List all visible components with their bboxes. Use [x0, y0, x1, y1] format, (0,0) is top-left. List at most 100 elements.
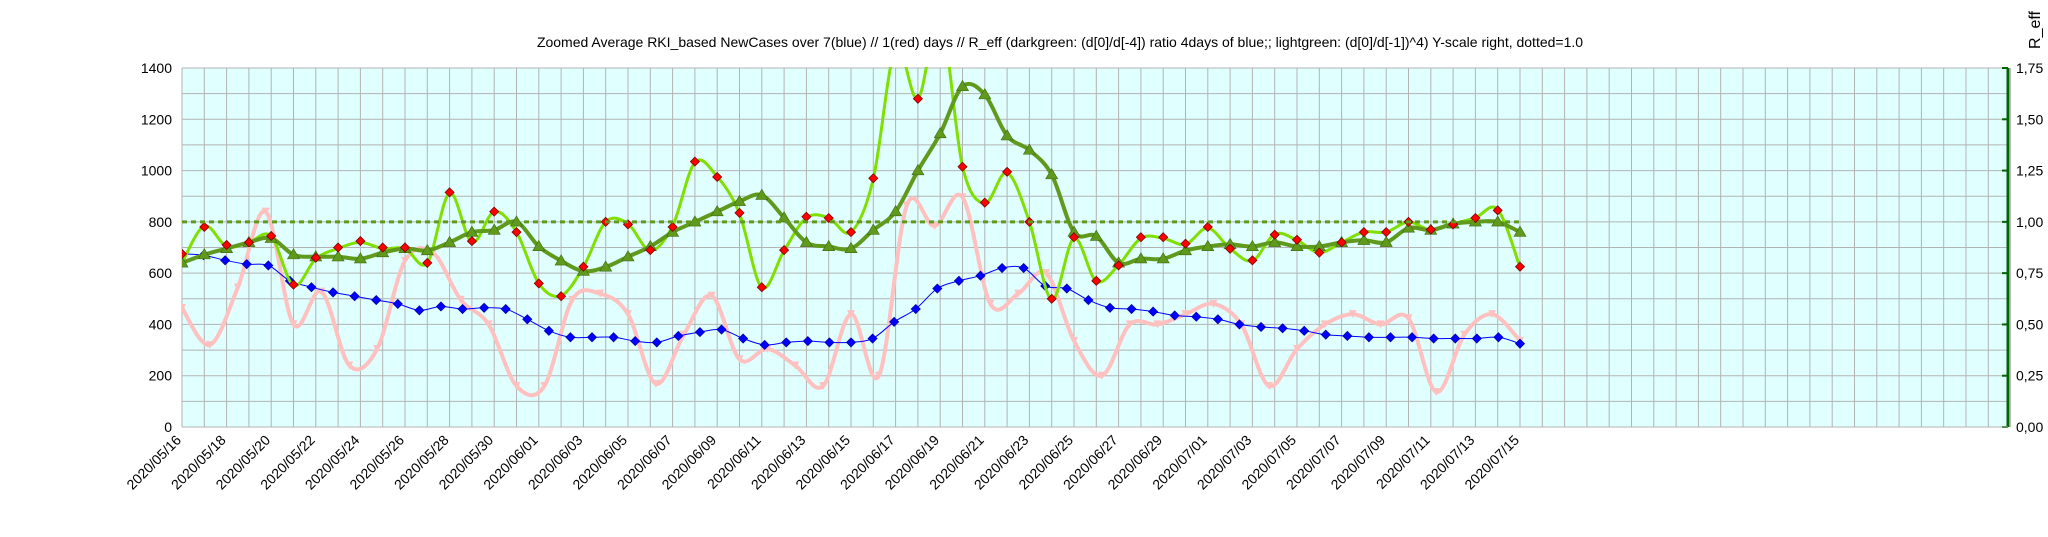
red-series-point	[489, 206, 500, 217]
pink-series-point	[624, 310, 632, 319]
darkgreen-series-point	[554, 254, 568, 266]
blue-series-point	[651, 337, 662, 348]
red-series-point	[533, 278, 544, 289]
blue-series-point	[1255, 321, 1267, 333]
pink-series-point	[1181, 310, 1190, 319]
blue-series-point	[1061, 283, 1072, 294]
pink-series-point	[1042, 269, 1051, 278]
blue-series-point	[1126, 303, 1137, 315]
blue-series-point	[953, 275, 964, 286]
blue-series-point	[889, 316, 900, 327]
red-series-point	[1202, 221, 1213, 233]
pink-series-point	[1070, 336, 1078, 345]
red-series-point	[779, 244, 790, 256]
blue-series-point	[457, 303, 468, 315]
red-series-point	[912, 93, 923, 104]
darkgreen-series-point	[621, 250, 635, 262]
pink-series-point	[540, 381, 549, 390]
blue-series-point	[1471, 333, 1482, 344]
darkgreen-series-point	[866, 223, 880, 235]
red-series-point	[1291, 234, 1303, 245]
red-series-point	[333, 242, 344, 253]
pink-series-point	[1265, 381, 1274, 390]
pink-series-point	[1014, 289, 1023, 298]
darkgreen-series-point	[755, 188, 769, 200]
darkgreen-series-point	[710, 205, 724, 217]
blue-series-point	[586, 332, 598, 343]
pink-series-point	[930, 221, 939, 230]
pink-series-point	[1460, 330, 1469, 339]
blue-series-point	[1277, 323, 1288, 334]
darkgreen-series-point	[1000, 129, 1014, 141]
blue-series-point	[996, 262, 1008, 274]
darkgreen-series-point	[1268, 235, 1282, 247]
red-series-point	[444, 187, 455, 198]
red-series-point	[1514, 261, 1526, 272]
plot-layer: 0 200 400 600 800 1000 1200 1400 0,00 0,25 0,50 0,7…	[123, 60, 2043, 493]
pink-series-point	[1432, 388, 1441, 397]
y-left-tick-label: 1400	[141, 60, 172, 76]
red-series-point	[1225, 243, 1236, 254]
y-right-tick-label: 0,00	[2016, 419, 2043, 435]
darkgreen-series-point	[353, 252, 367, 264]
pink-series-point	[233, 283, 242, 292]
y-left-tick-label: 1200	[141, 111, 172, 127]
y-left-tick-label: 800	[149, 214, 173, 230]
red-series-point	[1158, 232, 1169, 243]
y-right-tick-label: 1,00	[2016, 214, 2043, 230]
pink-series-point	[651, 379, 660, 388]
red-series-point	[1002, 166, 1013, 177]
pink-series-point	[512, 381, 521, 390]
pink-series-point	[1376, 320, 1385, 329]
red-series-point	[182, 248, 188, 259]
pink-series-point	[484, 320, 493, 329]
red-series-point	[310, 252, 321, 263]
red-series-point	[221, 239, 232, 251]
blue-series-point	[306, 282, 317, 293]
y-left-tick-label: 200	[149, 368, 173, 384]
red-series-point	[466, 236, 477, 247]
darkgreen-series-point	[1045, 168, 1059, 180]
blue-series-point	[327, 287, 339, 298]
darkgreen-series-point	[911, 163, 925, 176]
blue-series-point	[694, 327, 706, 338]
red-series-point	[1314, 247, 1325, 258]
blue-series-point	[1234, 319, 1245, 330]
blue-series-point	[1104, 302, 1116, 313]
blue-series-point	[1191, 311, 1202, 322]
pink-series-point	[791, 361, 800, 370]
blue-series-point	[867, 333, 878, 344]
darkgreen-series-point	[1245, 239, 1259, 251]
plot-series-group	[182, 67, 1527, 398]
red-series-point	[712, 171, 723, 183]
pink-series-point	[1209, 299, 1218, 308]
y-left-tick-label: 0	[164, 419, 172, 435]
blue-series-point	[392, 298, 403, 309]
pink-series-point	[1488, 310, 1497, 319]
red-series-point	[1381, 227, 1392, 238]
darkgreen-series-point	[1401, 221, 1416, 233]
lightgreen-series-line	[182, 67, 1522, 302]
darkgreen-series-point	[844, 241, 858, 254]
red-series-point	[845, 227, 857, 238]
blue-series-point	[738, 333, 749, 344]
y-right-tick-label: 1,50	[2016, 111, 2043, 127]
pink-series-point	[261, 207, 270, 216]
blue-series-point	[1148, 306, 1159, 317]
red-series-point	[1091, 275, 1102, 286]
pink-series-point	[596, 289, 605, 298]
pink-series-point	[707, 291, 716, 300]
blue-series-point	[349, 291, 360, 302]
blue-series-point	[1299, 325, 1310, 336]
blue-series-point	[824, 337, 835, 348]
pink-series-point	[401, 256, 409, 265]
y-left-tick-label: 1000	[141, 163, 172, 179]
red-series-point	[511, 227, 522, 238]
blue-series-point	[500, 303, 511, 315]
blue-series-point	[1169, 310, 1180, 321]
pink-series-point	[568, 295, 577, 304]
red-series-point	[1068, 232, 1080, 243]
red-series-point	[734, 207, 745, 218]
blue-series-point	[716, 324, 727, 335]
